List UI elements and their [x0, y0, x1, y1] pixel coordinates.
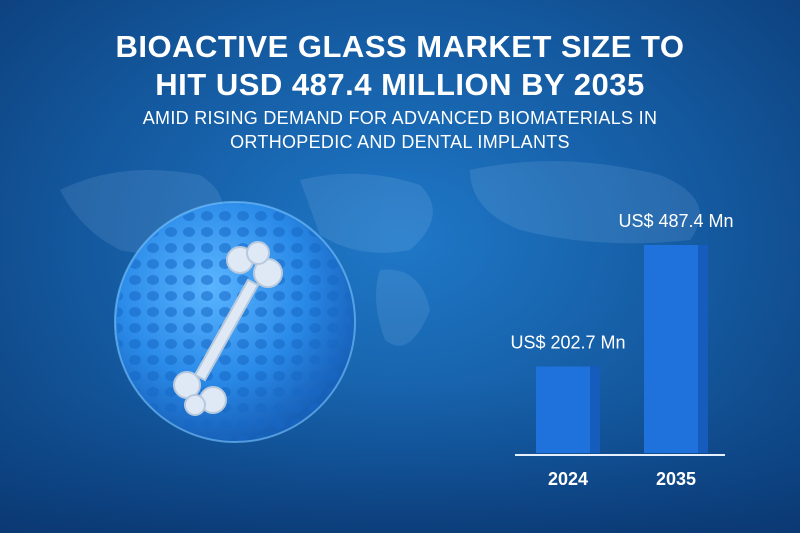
- sphere-illustration: [114, 201, 356, 443]
- bar-shade: [590, 366, 600, 453]
- value-label: US$ 202.7 Mn: [510, 332, 625, 352]
- title: BIOACTIVE GLASS MARKET SIZE TO HIT USD 4…: [115, 29, 685, 102]
- value-label: US$ 487.4 Mn: [618, 211, 733, 231]
- bar-shade: [698, 245, 708, 453]
- x-tick-label: 2035: [656, 469, 696, 489]
- subtitle: AMID RISING DEMAND FOR ADVANCED BIOMATER…: [142, 108, 658, 152]
- bar: [644, 245, 708, 453]
- bar: [536, 366, 600, 453]
- world-map: [60, 161, 700, 346]
- x-tick-label: 2024: [548, 469, 588, 489]
